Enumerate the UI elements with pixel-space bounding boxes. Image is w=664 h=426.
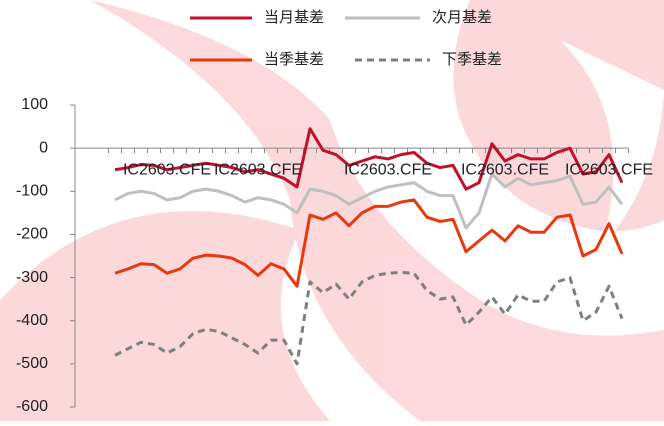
y-tick-label: 100	[21, 96, 48, 113]
y-tick-label: -500	[16, 355, 48, 372]
x-tick-label: IC2603.CFE	[214, 161, 302, 178]
chart: -600-500-400-300-200-1000100IC2603.CFEIC…	[0, 0, 664, 421]
y-tick-label: -200	[16, 226, 48, 243]
y-tick-label: -600	[16, 398, 48, 415]
watermark	[0, 0, 664, 421]
x-tick-label: IC2603.CFE	[565, 161, 653, 178]
legend-label: 当月基差	[264, 8, 324, 26]
x-tick-label: IC2603.CFE	[123, 161, 211, 178]
x-tick-label: IC2603.CFE	[344, 161, 432, 178]
legend-label: 当季基差	[264, 50, 324, 68]
x-tick-label: IC2603.CFE	[461, 161, 549, 178]
y-tick-label: -400	[16, 312, 48, 329]
y-tick-label: 0	[39, 139, 48, 156]
legend-label: 次月基差	[432, 8, 492, 26]
y-tick-label: -300	[16, 269, 48, 286]
y-tick-label: -100	[16, 183, 48, 200]
legend-label: 下季基差	[442, 50, 502, 68]
